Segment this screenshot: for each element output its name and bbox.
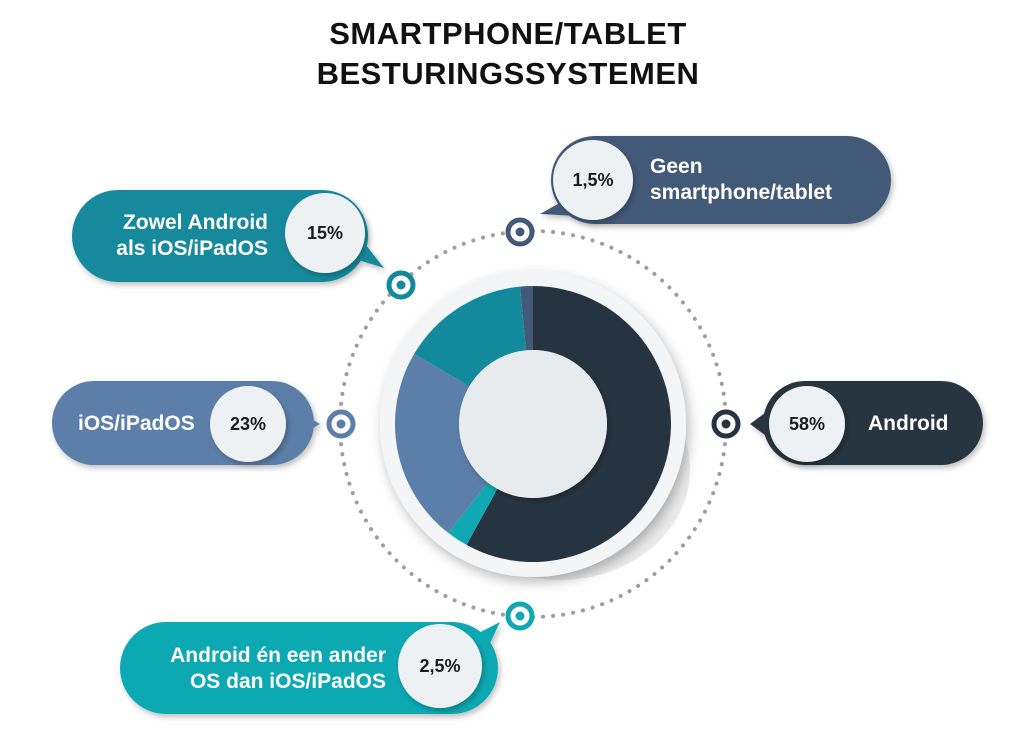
callouts: [52, 136, 983, 714]
chart-title: SMARTPHONE/TABLET BESTURINGSSYSTEMEN: [0, 14, 1016, 94]
slice-other: [448, 482, 498, 545]
value-label-both: 15%: [306, 223, 344, 243]
slice-none: [520, 286, 533, 351]
category-label-both: Zowel Android als iOS/iPadOS: [116, 210, 268, 262]
ring-markers: [326, 217, 741, 631]
ring-marker-dot-both: [396, 280, 406, 290]
category-label-ios-line-1: iOS/iPadOS: [78, 412, 195, 435]
category-label-both-line-2: als iOS/iPadOS: [116, 237, 268, 260]
percent-badge-android: [769, 386, 845, 462]
donut-slices: [395, 286, 671, 562]
category-label-both-line-1: Zowel Android: [122, 211, 268, 234]
category-label-android-line-1: Android: [868, 412, 949, 435]
donut-center: [459, 350, 607, 498]
value-label-other: 2,5%: [419, 656, 461, 676]
callout-other: [120, 622, 500, 714]
callout-none: [540, 136, 891, 224]
callout-pointer-other: [465, 622, 500, 660]
slice-both: [414, 286, 527, 387]
callout-pointer-android: [750, 410, 769, 438]
slice-android: [466, 286, 671, 562]
category-label-other-line-2: OS dan iOS/iPadOS: [189, 670, 386, 693]
value-label-android: 58%: [788, 414, 826, 434]
percent-badge-ios: [210, 386, 286, 462]
percent-badge-other: [398, 624, 482, 708]
percent-badge-none: [553, 140, 633, 220]
category-label-other-line-1: Android én een ander: [170, 644, 386, 667]
category-label-none-line-2: smartphone/tablet: [650, 181, 833, 204]
category-label-none-line-1: Geen: [650, 155, 703, 178]
category-label-android: Android: [868, 411, 948, 437]
ring-marker-dot-ios: [336, 419, 346, 429]
value-label-none: 1,5%: [572, 170, 614, 190]
category-label-other: Android én een ander OS dan iOS/iPadOS: [170, 643, 386, 695]
slice-ios: [395, 353, 488, 534]
category-label-none: Geen smartphone/tablet: [650, 154, 832, 206]
category-label-ios: iOS/iPadOS: [78, 411, 195, 437]
percent-badge-both: [285, 193, 365, 273]
callout-bubble-other: [120, 622, 498, 714]
chart-title-line-2: BESTURINGSSYSTEMEN: [316, 56, 700, 91]
callout-pointer-none: [540, 200, 578, 216]
ring-marker-dot-other: [515, 611, 525, 621]
ring-marker-dot-android: [721, 419, 731, 429]
callout-pointer-ios: [296, 410, 320, 438]
value-label-ios: 23%: [229, 414, 267, 434]
ring-marker-dot-none: [515, 227, 525, 237]
callout-bubble-none: [551, 136, 891, 224]
chart-title-line-1: SMARTPHONE/TABLET: [329, 16, 687, 51]
